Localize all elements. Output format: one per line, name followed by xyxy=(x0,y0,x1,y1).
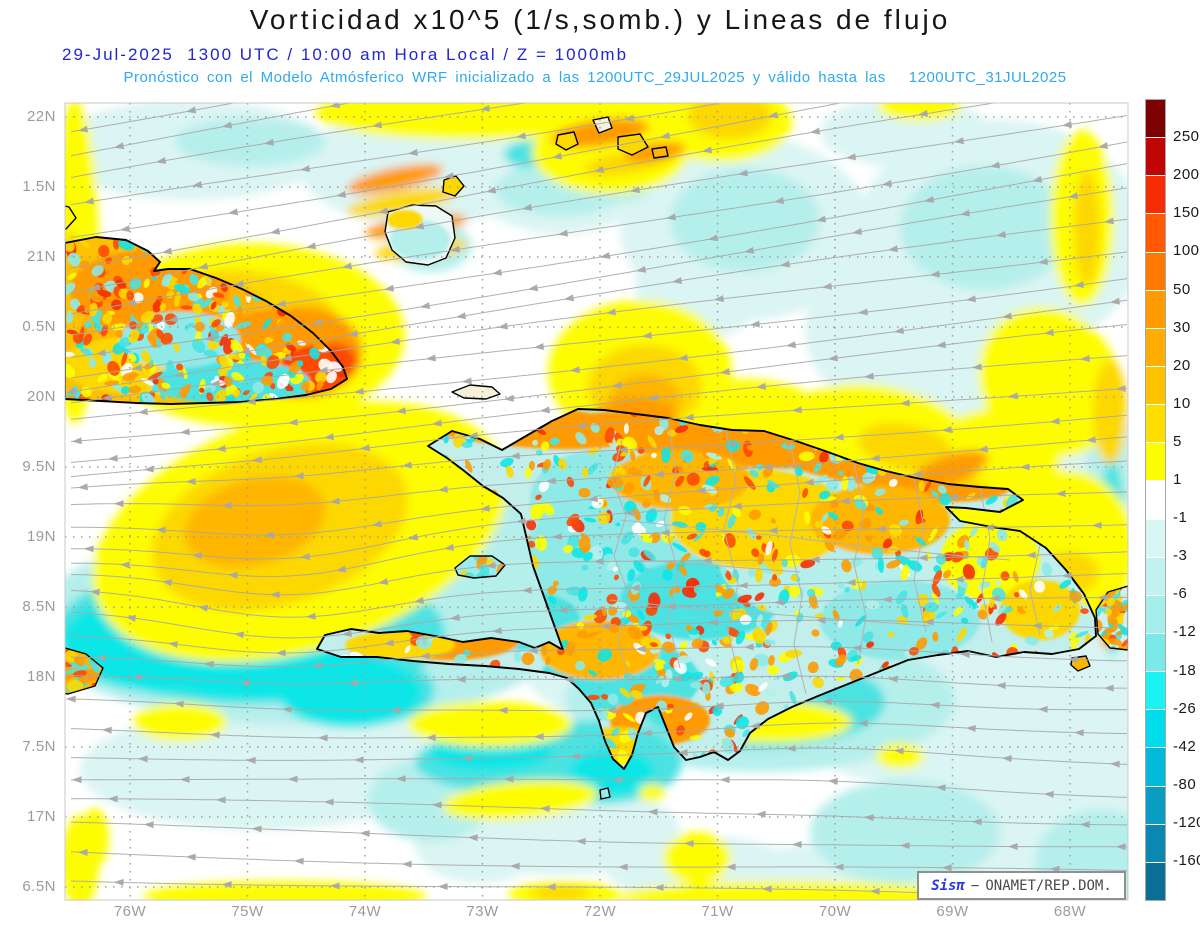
colorbar-segment xyxy=(1146,176,1165,214)
colorbar-tick-label: -3 xyxy=(1173,547,1188,565)
colorbar-segment xyxy=(1146,672,1165,710)
page-title: Vorticidad x10^5 (1/s,somb.) y Lineas de… xyxy=(249,4,951,35)
colorbar-segment xyxy=(1146,481,1165,519)
colorbar-segment xyxy=(1146,138,1165,176)
colorbar-tick-label: -80 xyxy=(1173,775,1197,793)
colorbar-segment xyxy=(1146,824,1165,862)
colorbar-tick-label: -18 xyxy=(1173,661,1197,679)
colorbar-tick-label: 1 xyxy=(1173,471,1182,488)
colorbar-tick-label: 30 xyxy=(1173,318,1191,336)
colorbar-segment xyxy=(1146,633,1165,672)
colorbar-segment xyxy=(1146,100,1165,138)
datetime-subtitle: 29-Jul-2025 1300 UTC / 10:00 am Hora Loc… xyxy=(62,45,629,64)
colorbar-tick-label: 5 xyxy=(1173,432,1182,450)
badge-separator: − xyxy=(970,877,980,894)
colorbar-tick-label: -120 xyxy=(1173,813,1200,831)
sispi-logo: Sisπ xyxy=(931,877,965,894)
colorbar-tick-label: 50 xyxy=(1173,280,1191,298)
colorbar-tick-label: 200 xyxy=(1173,166,1200,184)
colorbar-tick-label: -12 xyxy=(1173,623,1197,641)
colorbar-segment xyxy=(1146,405,1165,443)
colorbar-tick-label: 100 xyxy=(1173,242,1200,260)
colorbar-tick-label: 250 xyxy=(1173,128,1200,146)
colorbar-segment xyxy=(1146,519,1165,557)
colorbar-tick-label: 20 xyxy=(1173,356,1191,374)
onamet-attribution: ONAMET/REP.DOM. xyxy=(985,877,1112,894)
colorbar-segment xyxy=(1146,214,1165,252)
colorbar-segment xyxy=(1146,557,1165,595)
colorbar-tick-label: 150 xyxy=(1173,204,1200,222)
colorbar-tick-label: -160 xyxy=(1173,852,1200,869)
colorbar-tick-label: -42 xyxy=(1173,737,1197,755)
attribution-badge: Sisπ − ONAMET/REP.DOM. xyxy=(917,871,1126,900)
colorbar-segment xyxy=(1146,862,1165,900)
colorbar-segment xyxy=(1146,443,1165,481)
colorbar-segment xyxy=(1146,366,1165,405)
colorbar-tick-label: -1 xyxy=(1173,509,1188,527)
colorbar-tick-label: 10 xyxy=(1173,394,1191,412)
colorbar-segment xyxy=(1146,252,1165,290)
colorbar-tick-label: -26 xyxy=(1173,699,1197,717)
colorbar-segment xyxy=(1146,786,1165,824)
colorbar-segment xyxy=(1146,290,1165,328)
colorbar-scale xyxy=(1145,99,1166,901)
colorbar-tick-label: -6 xyxy=(1173,585,1188,603)
colorbar-segment xyxy=(1146,595,1165,633)
colorbar-segment xyxy=(1146,710,1165,748)
colorbar: 250 200 150 100 50 30 20 10 5 1 -1 -3 -6 -12 -18 -26 -42… xyxy=(1140,97,1200,909)
colorbar-segment xyxy=(1146,328,1165,366)
colorbar-segment xyxy=(1146,748,1165,786)
forecast-model-subtitle: Pronóstico con el Modelo Atmósferico WRF… xyxy=(123,69,1067,86)
